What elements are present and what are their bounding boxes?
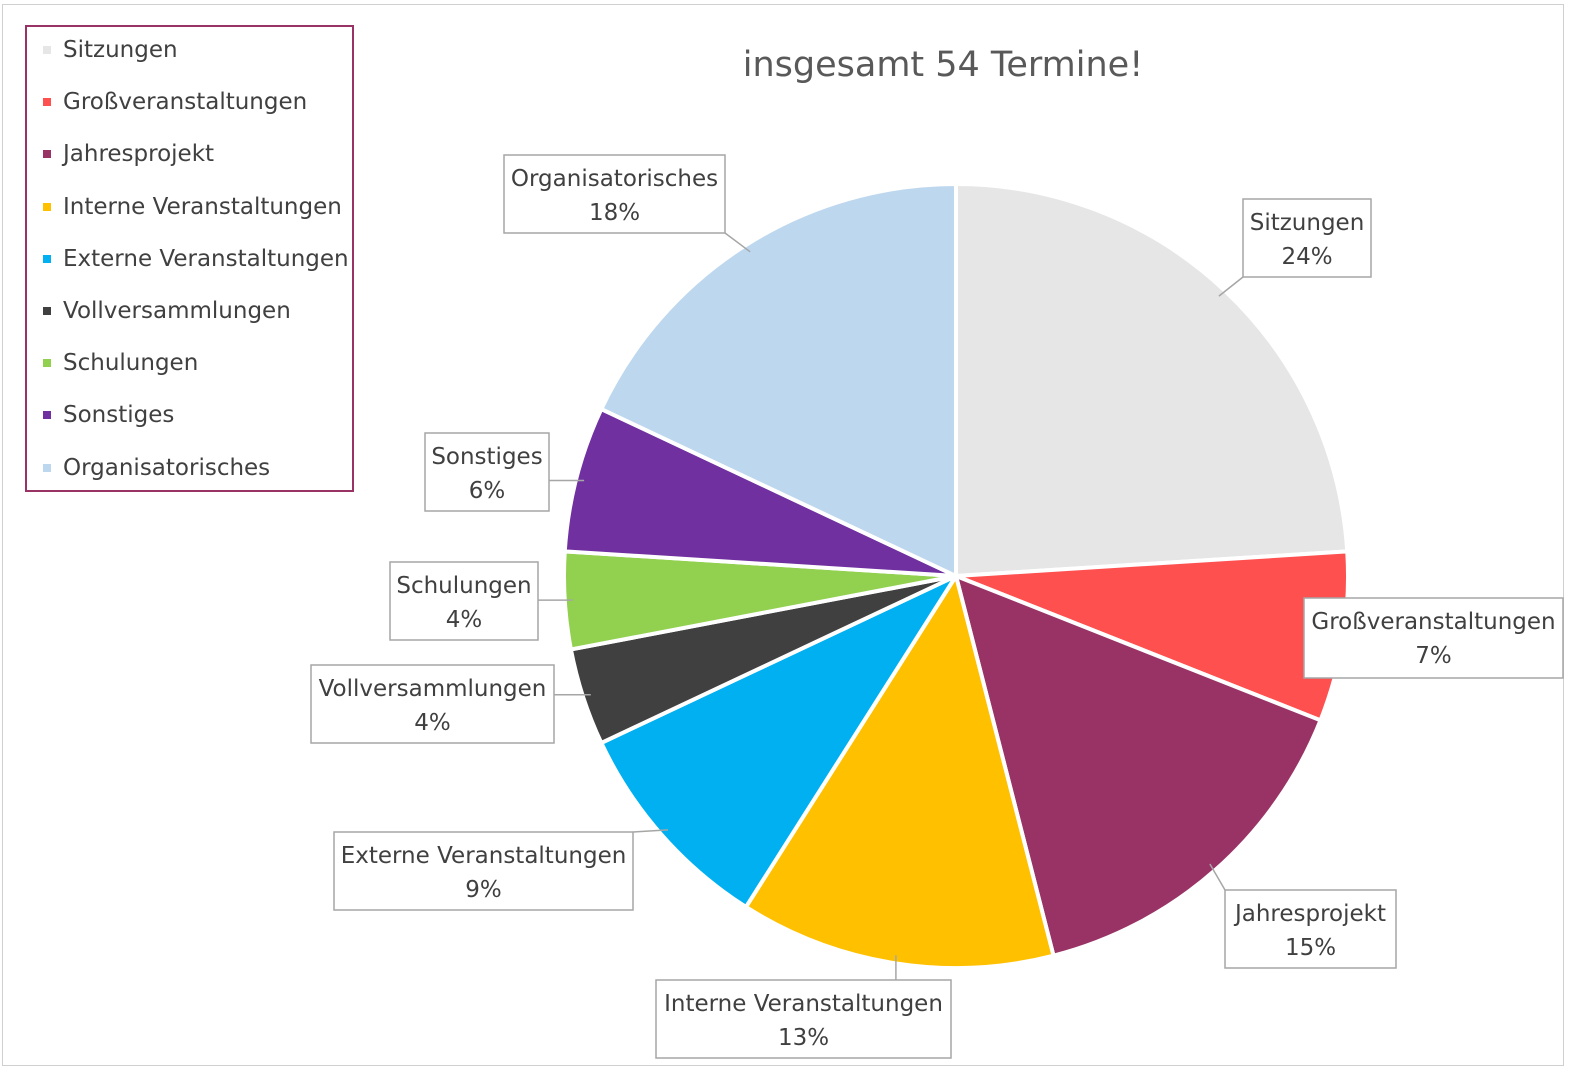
data-label-category: Interne Veranstaltungen bbox=[664, 991, 943, 1017]
data-label-percent: 4% bbox=[414, 710, 451, 736]
data-label-box bbox=[655, 979, 952, 1059]
legend-label: Schulungen bbox=[63, 350, 199, 377]
legend-item-sonstiges: Sonstiges bbox=[43, 400, 174, 430]
data-label-percent: 4% bbox=[446, 607, 483, 633]
data-label-category: Externe Veranstaltungen bbox=[341, 843, 627, 869]
data-label-percent: 9% bbox=[465, 877, 502, 903]
data-label-box bbox=[1242, 198, 1372, 278]
pie-slice-externe-veranstaltungen bbox=[599, 574, 958, 909]
legend-item-organisatorisches: Organisatorisches bbox=[43, 453, 270, 483]
data-label-sonstiges: Sonstiges 6% bbox=[424, 432, 585, 512]
legend-label: Sonstiges bbox=[63, 402, 175, 429]
leader-line bbox=[632, 829, 669, 833]
legend-item-grossveranstaltungen: Großveranstaltungen bbox=[43, 87, 307, 117]
data-label-percent: 7% bbox=[1415, 643, 1452, 669]
data-label-interne-veranstaltungen: Interne Veranstaltungen 13% bbox=[655, 955, 952, 1059]
data-label-box bbox=[389, 561, 539, 641]
legend-item-jahresprojekt: Jahresprojekt bbox=[43, 139, 214, 169]
data-label-category: Jahresprojekt bbox=[1233, 901, 1386, 927]
legend-label: Jahresprojekt bbox=[63, 141, 215, 168]
legend-swatch bbox=[43, 254, 51, 263]
legend-swatch bbox=[43, 150, 51, 159]
data-label-percent: 18% bbox=[589, 200, 640, 226]
data-label-box bbox=[424, 432, 550, 512]
legend-label: Externe Veranstaltungen bbox=[63, 245, 349, 272]
legend-label: Organisatorisches bbox=[63, 454, 271, 481]
data-label-vollversammlungen: Vollversammlungen 4% bbox=[310, 664, 591, 744]
legend-swatch bbox=[43, 463, 51, 472]
data-label-category: Sitzungen bbox=[1250, 210, 1365, 236]
legend-item-interne-veranstaltungen: Interne Veranstaltungen bbox=[43, 192, 342, 222]
legend-swatch bbox=[43, 307, 51, 315]
legend-item-externe-veranstaltungen: Externe Veranstaltungen bbox=[43, 244, 349, 274]
legend-swatch bbox=[43, 359, 51, 368]
data-label-box bbox=[1303, 597, 1564, 679]
legend-swatch bbox=[43, 202, 51, 211]
legend-label: Großveranstaltungen bbox=[63, 89, 308, 116]
leader-line bbox=[1218, 276, 1244, 297]
pie-slice-interne-veranstaltungen bbox=[743, 574, 1056, 970]
legend: Sitzungen Großveranstaltungen Jahresprojek… bbox=[25, 25, 354, 492]
chart-title: insgesamt 54 Termine! bbox=[742, 45, 1144, 85]
legend-label: Vollversammlungen bbox=[63, 298, 291, 324]
legend-item-schulungen: Schulungen bbox=[43, 348, 198, 378]
legend-swatch bbox=[43, 411, 51, 420]
data-label-percent: 13% bbox=[778, 1025, 829, 1051]
pie-slice-sonstiges bbox=[562, 407, 958, 578]
legend-label: Sitzungen bbox=[63, 37, 178, 63]
legend-swatch bbox=[43, 46, 51, 54]
pie-slice-jahresprojekt bbox=[954, 574, 1323, 958]
data-label-externe-veranstaltungen: Externe Veranstaltungen 9% bbox=[333, 829, 669, 911]
data-label-grossveranstaltungen: Großveranstaltungen 7% bbox=[1303, 597, 1564, 679]
data-label-organisatorisches: Organisatorisches 18% bbox=[503, 154, 751, 253]
data-label-box bbox=[333, 831, 634, 911]
data-label-box bbox=[1224, 889, 1397, 969]
leader-line bbox=[724, 232, 751, 253]
legend-item-vollversammlungen: Vollversammlungen bbox=[43, 296, 291, 326]
data-label-category: Schulungen bbox=[396, 573, 531, 599]
data-label-category: Organisatorisches bbox=[511, 166, 718, 192]
data-label-percent: 24% bbox=[1281, 244, 1332, 270]
leader-line bbox=[1209, 863, 1226, 891]
data-label-category: Sonstiges bbox=[431, 444, 542, 470]
data-label-category: Vollversammlungen bbox=[319, 676, 547, 702]
data-label-percent: 15% bbox=[1285, 935, 1336, 961]
data-label-percent: 6% bbox=[469, 478, 506, 504]
data-label-category: Großveranstaltungen bbox=[1311, 609, 1555, 635]
data-label-jahresprojekt: Jahresprojekt 15% bbox=[1209, 863, 1397, 969]
data-label-box bbox=[503, 154, 726, 234]
legend-swatch bbox=[43, 98, 51, 107]
data-label-box bbox=[310, 664, 555, 744]
legend-item-sitzungen: Sitzungen bbox=[43, 35, 178, 65]
data-label-sitzungen: Sitzungen 24% bbox=[1218, 198, 1372, 297]
pie-slice-sitzungen bbox=[954, 182, 1350, 578]
legend-label: Interne Veranstaltungen bbox=[63, 193, 342, 220]
pie-slice-organisatorisches bbox=[599, 182, 958, 578]
data-label-schulungen: Schulungen 4% bbox=[389, 561, 573, 641]
